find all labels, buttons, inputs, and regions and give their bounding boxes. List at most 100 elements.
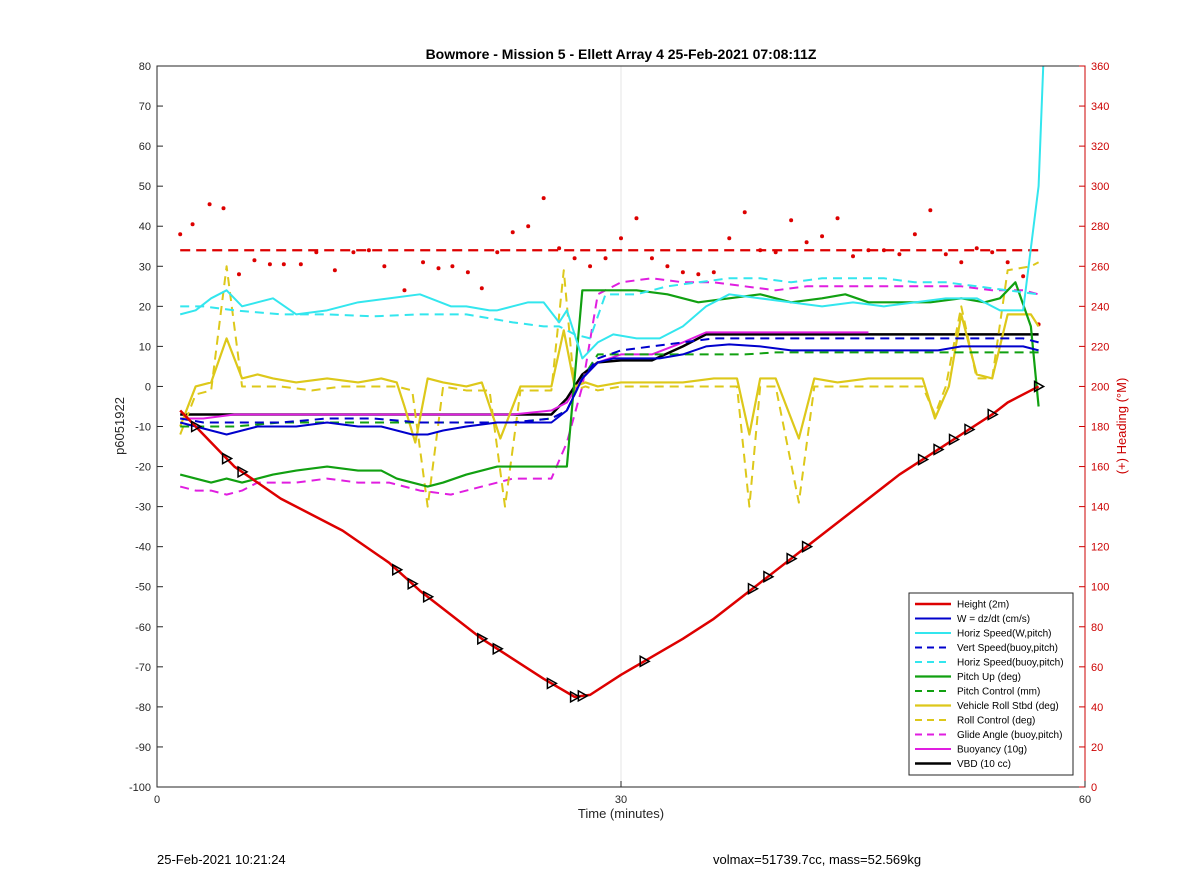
height-marker (786, 552, 798, 565)
heading-point (366, 248, 371, 253)
heading-point (881, 248, 886, 253)
heading-point (221, 206, 226, 211)
heading-point (1021, 274, 1026, 279)
y2-tick-label: 60 (1091, 662, 1103, 674)
height-marker (948, 433, 961, 446)
y-tick-label: -70 (135, 662, 151, 674)
height-marker (422, 590, 435, 604)
heading-point (382, 264, 387, 269)
height-marker (190, 420, 203, 433)
series-buoyancy-10g (180, 331, 869, 420)
series-layer (178, 66, 1046, 704)
timestamp-footer: 25-Feb-2021 10:21:24 (157, 852, 286, 867)
chart-title: Bowmore - Mission 5 - Ellett Array 4 25-… (426, 46, 817, 62)
heading-point (943, 252, 948, 257)
y2-tick-label: 100 (1091, 582, 1109, 594)
heading-point (190, 222, 195, 227)
legend-entry: Vehicle Roll Stbd (deg) (957, 701, 1059, 712)
axis-layer: -100-90-80-70-60-50-40-30-20-10010203040… (129, 61, 1109, 806)
heading-point (742, 210, 747, 215)
heading-point (557, 246, 562, 251)
heading-point (510, 230, 515, 235)
heading-point (773, 250, 778, 255)
y-tick-label: 70 (139, 101, 151, 113)
heading-point (974, 246, 979, 251)
y-tick-label: -80 (135, 702, 151, 714)
height-marker (917, 453, 930, 466)
y2-tick-label: 260 (1091, 261, 1109, 273)
x-tick-label: 0 (154, 794, 160, 806)
series-horiz-speed-buoy-pitch (180, 277, 1039, 340)
y2-tick-label: 20 (1091, 742, 1103, 754)
y2-tick-label: 240 (1091, 301, 1109, 313)
y-tick-label: -30 (135, 502, 151, 514)
heading-point (1005, 260, 1010, 265)
y-tick-label: -10 (135, 422, 151, 434)
heading-point (465, 270, 470, 275)
y-tick-label: 10 (139, 341, 151, 353)
series-pitch-control-mm (180, 351, 1039, 428)
y2-tick-label: 40 (1091, 702, 1103, 714)
series-vbd-10-cc (180, 333, 1039, 416)
heading-point (207, 202, 212, 207)
y-tick-label: 40 (139, 221, 151, 233)
heading-point (236, 272, 241, 277)
height-marker (546, 677, 558, 690)
heading-point (421, 260, 426, 265)
legend: Height (2m) W = dz/dt (cm/s) Horiz Speed(W… (908, 592, 1074, 776)
y2-tick-label: 140 (1091, 502, 1109, 514)
y-tick-label: -100 (129, 782, 151, 794)
y2-tick-label: 80 (1091, 622, 1103, 634)
heading-point (758, 248, 763, 253)
heading-point (572, 256, 577, 261)
height-marker (987, 408, 999, 421)
heading-point (267, 262, 272, 267)
height-marker (801, 540, 814, 553)
y-tick-label: -20 (135, 462, 151, 474)
legend-entry: Horiz Speed(W,pitch) (957, 629, 1051, 640)
heading-point (619, 236, 623, 241)
series-glide-angle-buoy-pitch (179, 277, 1039, 496)
y2-tick-label: 300 (1091, 181, 1109, 193)
series-horiz-speed-w-pitch (179, 66, 1045, 360)
y2-tick-label: 340 (1091, 101, 1109, 113)
heading-point (959, 260, 964, 265)
heading-point (727, 236, 732, 241)
height-marker (407, 577, 419, 590)
height-marker (221, 452, 234, 465)
y-tick-label: 0 (145, 381, 151, 393)
y-axis-label: p6051922 (112, 397, 127, 455)
heading-point (665, 264, 670, 269)
y2-tick-label: 200 (1091, 381, 1109, 393)
legend-entry: Glide Angle (buoy,pitch) (957, 730, 1062, 741)
y-tick-label: -60 (135, 622, 151, 634)
heading-point (450, 264, 455, 269)
heading-point (928, 208, 933, 213)
legend-entry: Pitch Up (deg) (957, 672, 1021, 683)
heading-point (495, 250, 500, 255)
y2-tick-label: 220 (1091, 341, 1109, 353)
heading-point (541, 196, 546, 201)
y-tick-label: 60 (139, 141, 151, 153)
heading-point (634, 216, 639, 221)
y-tick-label: -90 (135, 742, 151, 754)
heading-point (912, 232, 917, 237)
y2-axis-label: (+) Heading (°M) (1114, 378, 1129, 475)
y2-tick-label: 120 (1091, 542, 1109, 554)
height-marker (237, 465, 249, 479)
x-tick-label: 30 (615, 794, 627, 806)
legend-entry: W = dz/dt (cm/s) (957, 614, 1030, 625)
height-marker (492, 642, 504, 656)
height-marker (763, 570, 775, 583)
legend-entry: VBD (10 cc) (957, 759, 1011, 770)
y-tick-label: 30 (139, 261, 151, 273)
volume-mass-footer: volmax=51739.7cc, mass=52.569kg (713, 852, 922, 867)
heading-point (588, 264, 593, 269)
heading-point (332, 268, 337, 273)
heading-point (680, 270, 685, 275)
heading-point (298, 262, 303, 267)
heading-point (351, 250, 356, 255)
heading-point (178, 232, 183, 237)
heading-point (835, 216, 840, 221)
heading-point (281, 262, 286, 267)
